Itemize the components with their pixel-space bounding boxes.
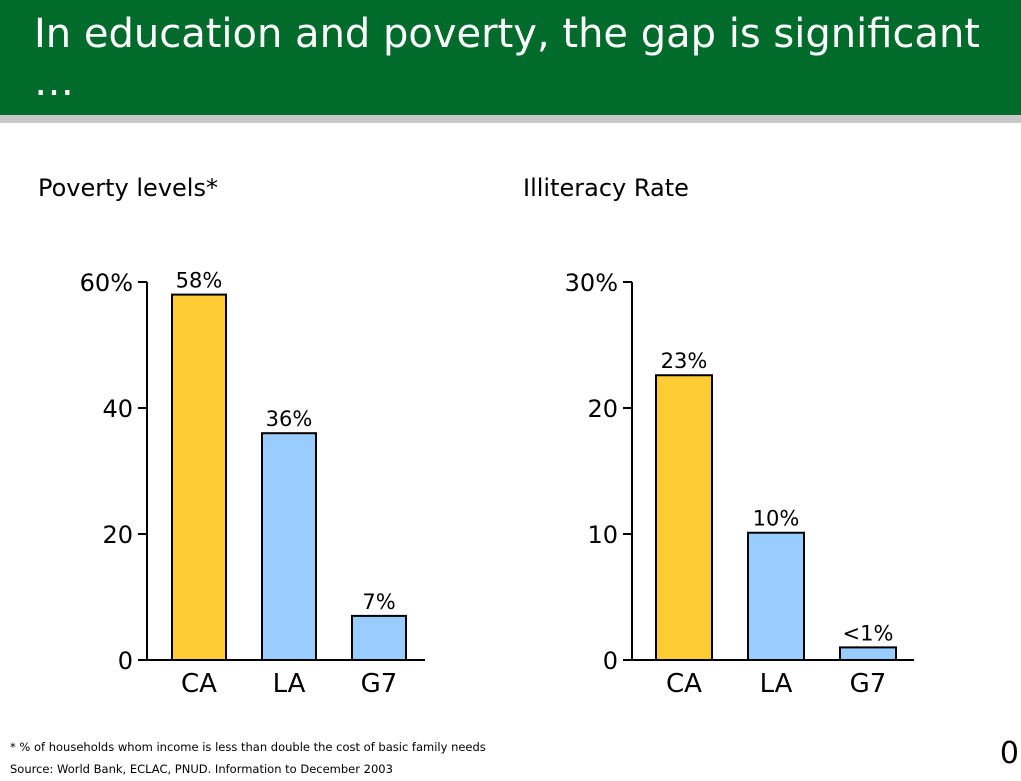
illiteracy-data-label: <1%: [843, 621, 894, 645]
poverty-bar-ca: [171, 293, 227, 661]
illiteracy-data-label: 10%: [753, 507, 800, 531]
illiteracy-y-tick-label: 10: [587, 521, 618, 549]
title-bar: [0, 0, 1021, 115]
illiteracy-data-label: 23%: [661, 349, 708, 373]
poverty-bar-la: [261, 432, 317, 662]
poverty-y-tick-label: 0: [118, 647, 133, 675]
slide-title: In education and poverty, the gap is sig…: [34, 11, 980, 105]
illiteracy-y-tick-label: 0: [603, 647, 618, 675]
poverty-chart-title: Poverty levels*: [38, 174, 218, 202]
poverty-data-label: 7%: [362, 590, 395, 614]
illiteracy-bar-g7: [839, 646, 897, 662]
poverty-y-tick-label: 40: [102, 395, 133, 423]
poverty-data-label: 58%: [176, 269, 223, 293]
illiteracy-y-tick-label: 20: [587, 395, 618, 423]
poverty-category-label: CA: [181, 669, 217, 699]
footnote: * % of households whom income is less th…: [10, 740, 486, 754]
source-note: Source: World Bank, ECLAC, PNUD. Informa…: [10, 762, 393, 776]
poverty-category-label: G7: [361, 669, 398, 699]
illiteracy-category-label: CA: [666, 669, 702, 699]
illiteracy-chart-title: Illiteracy Rate: [523, 174, 689, 202]
illiteracy-bar-la: [747, 531, 805, 661]
poverty-category-label: LA: [273, 669, 306, 699]
illiteracy-category-label: G7: [850, 669, 887, 699]
title-bar-rule: [0, 115, 1021, 123]
illiteracy-bar-ca: [655, 374, 713, 661]
poverty-bar-g7: [351, 614, 407, 662]
page-number: 0: [999, 736, 1019, 771]
illiteracy-y-tick-label: 30%: [565, 269, 618, 297]
illiteracy-category-label: LA: [760, 669, 793, 699]
poverty-data-label: 36%: [266, 407, 313, 431]
poverty-y-tick-label: 60%: [80, 269, 133, 297]
poverty-y-tick-label: 20: [102, 521, 133, 549]
